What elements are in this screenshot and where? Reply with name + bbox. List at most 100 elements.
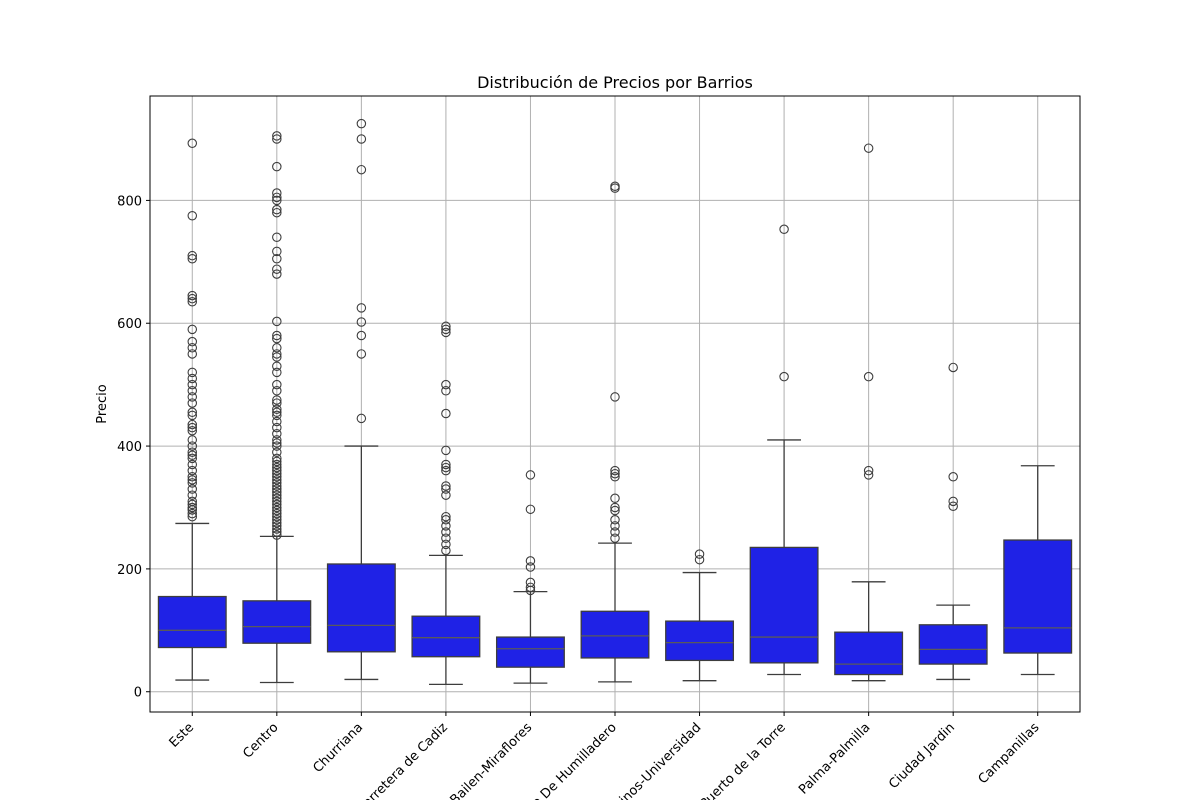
outlier-point	[272, 134, 282, 144]
outlier-point	[187, 254, 198, 264]
y-tick-label: 0	[134, 686, 142, 701]
x-tick-label: Palma-Palmilla	[796, 720, 873, 797]
outlier-point	[272, 459, 282, 470]
y-tick-label: 800	[117, 194, 142, 209]
outlier-point	[610, 502, 620, 513]
outlier-point	[272, 422, 282, 433]
outlier-point	[863, 371, 874, 382]
outlier-point	[525, 470, 536, 480]
outlier-point	[272, 410, 282, 421]
outlier-point	[272, 530, 282, 540]
box-iqr	[157, 595, 227, 649]
outlier-point	[610, 468, 620, 479]
outlier-point	[187, 478, 198, 488]
outlier-point	[610, 465, 620, 476]
outlier-point	[272, 508, 282, 519]
outlier-point	[272, 254, 282, 264]
outlier-point	[272, 472, 282, 482]
outlier-point	[272, 456, 282, 467]
x-tick-label: Centro	[240, 720, 281, 761]
outlier-point	[187, 475, 198, 485]
outlier-point	[441, 545, 451, 556]
outlier-point	[272, 131, 282, 141]
outlier-point	[272, 429, 282, 439]
outlier-point	[272, 435, 282, 445]
box-group	[157, 138, 227, 681]
outlier-point	[356, 330, 367, 341]
outlier-point	[441, 324, 451, 335]
boxes-layer	[157, 118, 1073, 686]
outlier-point	[187, 211, 198, 221]
outlier-point	[272, 493, 282, 504]
outlier-point	[187, 410, 198, 421]
box-iqr	[1003, 539, 1073, 654]
outlier-point	[187, 367, 198, 378]
outlier-point	[441, 386, 451, 396]
outlier-point	[441, 533, 451, 543]
outlier-point	[272, 316, 282, 327]
outlier-point	[187, 373, 198, 384]
outlier-point	[272, 511, 282, 522]
box-iqr	[326, 563, 396, 653]
outlier-point	[187, 447, 198, 457]
x-tick-label: Carretera de Cadiz	[354, 720, 451, 800]
outlier-point	[272, 438, 282, 448]
outlier-point	[187, 508, 198, 519]
outlier-point	[272, 188, 282, 198]
outlier-point	[187, 472, 198, 482]
outlier-point	[272, 490, 282, 500]
outlier-point	[272, 462, 282, 473]
outlier-point	[187, 422, 198, 433]
outlier-point	[694, 554, 705, 565]
box-group	[665, 549, 735, 682]
outlier-point	[610, 493, 620, 504]
outlier-point	[948, 501, 958, 512]
outlier-point	[187, 293, 198, 304]
box-iqr	[918, 624, 988, 665]
outlier-point	[272, 407, 282, 418]
outlier-point	[272, 207, 282, 218]
box-group	[580, 181, 650, 683]
outlier-point	[187, 499, 198, 510]
x-tick-label: Este	[167, 720, 197, 750]
outlier-point	[441, 321, 451, 332]
outlier-point	[272, 161, 282, 172]
outlier-point	[948, 472, 958, 482]
outlier-point	[272, 379, 282, 390]
outlier-point	[779, 224, 789, 235]
outlier-point	[356, 303, 367, 313]
outlier-point	[187, 392, 198, 402]
outlier-point	[272, 481, 282, 491]
box-iqr	[665, 620, 735, 662]
outlier-point	[441, 527, 451, 537]
box-iqr	[242, 600, 312, 644]
outlier-point	[187, 453, 198, 464]
outlier-point	[272, 395, 282, 405]
outlier-point	[187, 324, 198, 335]
outlier-point	[272, 502, 282, 513]
outlier-point	[272, 232, 282, 243]
outlier-point	[525, 577, 536, 588]
outlier-point	[272, 505, 282, 516]
outlier-point	[187, 435, 198, 445]
outlier-point	[187, 502, 198, 513]
outlier-point	[187, 484, 198, 494]
outlier-point	[272, 204, 282, 215]
outlier-point	[272, 453, 282, 464]
outlier-point	[610, 505, 620, 516]
outlier-point	[272, 499, 282, 510]
outlier-point	[610, 392, 620, 402]
outlier-point	[863, 465, 874, 476]
outlier-point	[779, 371, 789, 382]
box-group	[1003, 465, 1073, 676]
outlier-point	[272, 367, 282, 378]
outlier-point	[272, 468, 282, 479]
outlier-point	[948, 362, 958, 373]
outlier-point	[441, 484, 451, 494]
box-group	[834, 143, 904, 682]
y-tick-label: 600	[117, 317, 142, 332]
outlier-point	[187, 290, 198, 301]
box-group	[918, 362, 988, 681]
outlier-point	[187, 459, 198, 470]
outlier-point	[187, 490, 198, 500]
